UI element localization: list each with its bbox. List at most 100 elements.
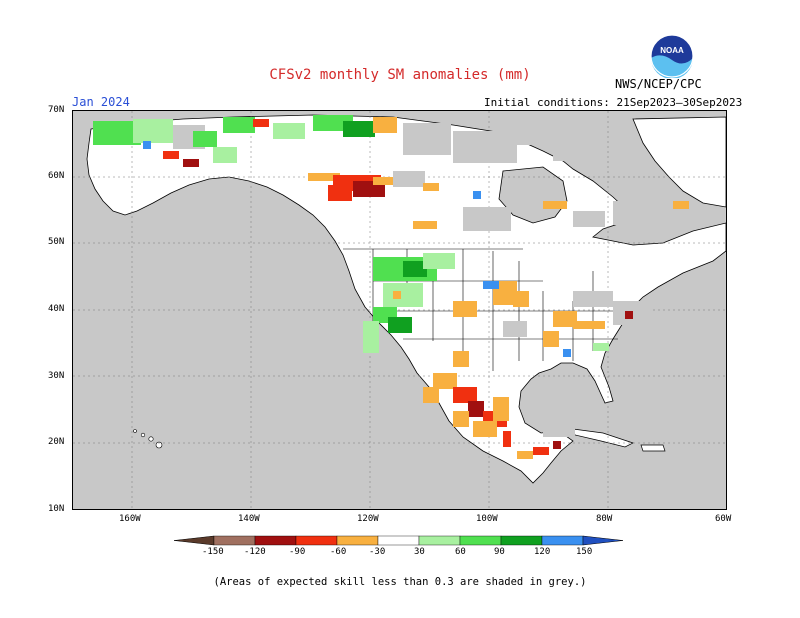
- anomaly-cell: [493, 397, 509, 421]
- lat-label-60n: 60N: [48, 171, 65, 181]
- anomaly-cell: [393, 171, 425, 187]
- anomaly-cell: [543, 421, 575, 437]
- anomaly-cell: [503, 321, 527, 337]
- anomaly-cell: [143, 141, 151, 149]
- colorbar-bin: [418, 535, 461, 546]
- logo-text: NOAA: [660, 46, 684, 55]
- anomaly-cell: [223, 117, 255, 133]
- anomaly-cell: [473, 191, 481, 199]
- colorbar-bin: [377, 535, 420, 546]
- anomaly-cell: [423, 183, 439, 191]
- valid-month: Jan 2024: [72, 95, 130, 109]
- anomaly-cell: [673, 201, 689, 209]
- anomaly-cell: [383, 283, 423, 307]
- anomaly-cell: [403, 261, 427, 277]
- anomaly-cell: [573, 211, 605, 227]
- anomaly-cell: [308, 173, 340, 181]
- agency-label: NWS/NCEP/CPC: [615, 77, 702, 91]
- anomaly-cell: [453, 351, 469, 367]
- colorbar-label-10: 150: [576, 547, 593, 557]
- anomaly-cell: [543, 331, 559, 347]
- anomaly-cell: [388, 317, 412, 333]
- hawaii-islands: [133, 429, 163, 449]
- anomaly-cell: [253, 119, 269, 127]
- anomaly-cell: [593, 343, 609, 351]
- anomaly-cell: [625, 311, 633, 319]
- anomaly-cell: [373, 117, 397, 133]
- anomaly-cells: [93, 115, 689, 459]
- colorbar-label-5: -30: [369, 547, 386, 557]
- lat-label-50n: 50N: [48, 237, 65, 247]
- anomaly-cell: [463, 207, 511, 231]
- initial-conditions: Initial conditions: 21Sep2023–30Sep2023: [484, 96, 743, 109]
- anomaly-cell: [613, 201, 661, 225]
- colorbar-bin: [541, 535, 584, 546]
- anomaly-cell: [183, 159, 199, 167]
- anomaly-cell: [573, 291, 613, 307]
- colorbar: [173, 535, 624, 546]
- anomaly-cell: [453, 387, 477, 403]
- anomaly-cell: [423, 387, 439, 403]
- lon-label-140w: 140W: [238, 514, 260, 524]
- anomaly-cell: [163, 151, 179, 159]
- anomaly-cell: [483, 281, 499, 289]
- colorbar-label-4: -60: [330, 547, 347, 557]
- hispaniola: [640, 444, 666, 452]
- colorbar-label-3: -90: [289, 547, 306, 557]
- anomaly-cell: [553, 441, 561, 449]
- colorbar-label-6: 30: [414, 547, 425, 557]
- anomaly-cell: [393, 291, 401, 299]
- colorbar-arrow-low: [173, 535, 215, 546]
- colorbar-label-8: 90: [494, 547, 505, 557]
- anomaly-cell: [373, 177, 405, 185]
- anomaly-cell: [193, 131, 217, 147]
- anomaly-cell: [363, 321, 379, 353]
- anomaly-cell: [413, 221, 437, 229]
- lat-label-40n: 40N: [48, 304, 65, 314]
- colorbar-bin: [295, 535, 338, 546]
- anomaly-cell: [573, 321, 605, 329]
- lat-label-30n: 30N: [48, 371, 65, 381]
- colorbar-label-2: -120: [244, 547, 266, 557]
- colorbar-bin: [213, 535, 256, 546]
- anomaly-cell: [513, 291, 529, 307]
- anomaly-cell: [553, 311, 577, 327]
- lon-label-160w: 160W: [119, 514, 141, 524]
- anomaly-cell: [403, 123, 451, 155]
- colorbar-bin: [459, 535, 502, 546]
- anomaly-cell: [543, 201, 567, 209]
- colorbar-label-7: 60: [455, 547, 466, 557]
- anomaly-cell: [563, 349, 571, 357]
- anomaly-cell: [133, 119, 173, 143]
- colorbar-bin: [254, 535, 297, 546]
- anomaly-cell: [423, 253, 455, 269]
- anomaly-cell: [453, 301, 477, 317]
- colorbar-arrow-high: [582, 535, 624, 546]
- footnote: (Areas of expected skill less than 0.3 a…: [213, 576, 587, 588]
- lon-label-80w: 80W: [596, 514, 613, 524]
- anomaly-cell: [503, 431, 511, 447]
- colorbar-bin: [500, 535, 543, 546]
- anomaly-cell: [553, 129, 601, 161]
- lat-label-10n: 10N: [48, 504, 65, 514]
- lon-label-120w: 120W: [357, 514, 379, 524]
- lat-label-20n: 20N: [48, 437, 65, 447]
- anomaly-cell: [453, 131, 517, 163]
- lat-label-70n: 70N: [48, 105, 65, 115]
- anomaly-cell: [433, 373, 457, 389]
- anomaly-cell: [468, 401, 484, 417]
- lon-label-60w: 60W: [715, 514, 732, 524]
- anomaly-cell: [343, 121, 375, 137]
- anomaly-cell: [328, 185, 352, 201]
- noaa-logo: NOAA: [650, 34, 694, 78]
- anomaly-cell: [533, 447, 549, 455]
- map-title: CFSv2 monthly SM anomalies (mm): [269, 67, 531, 83]
- anomaly-cell: [213, 147, 237, 163]
- colorbar-bin: [336, 535, 379, 546]
- anomaly-map: [72, 110, 727, 510]
- colorbar-label-1: -150: [202, 547, 224, 557]
- anomaly-cell: [517, 451, 533, 459]
- colorbar-label-9: 120: [534, 547, 551, 557]
- anomaly-cell: [473, 421, 497, 437]
- lon-label-100w: 100W: [476, 514, 498, 524]
